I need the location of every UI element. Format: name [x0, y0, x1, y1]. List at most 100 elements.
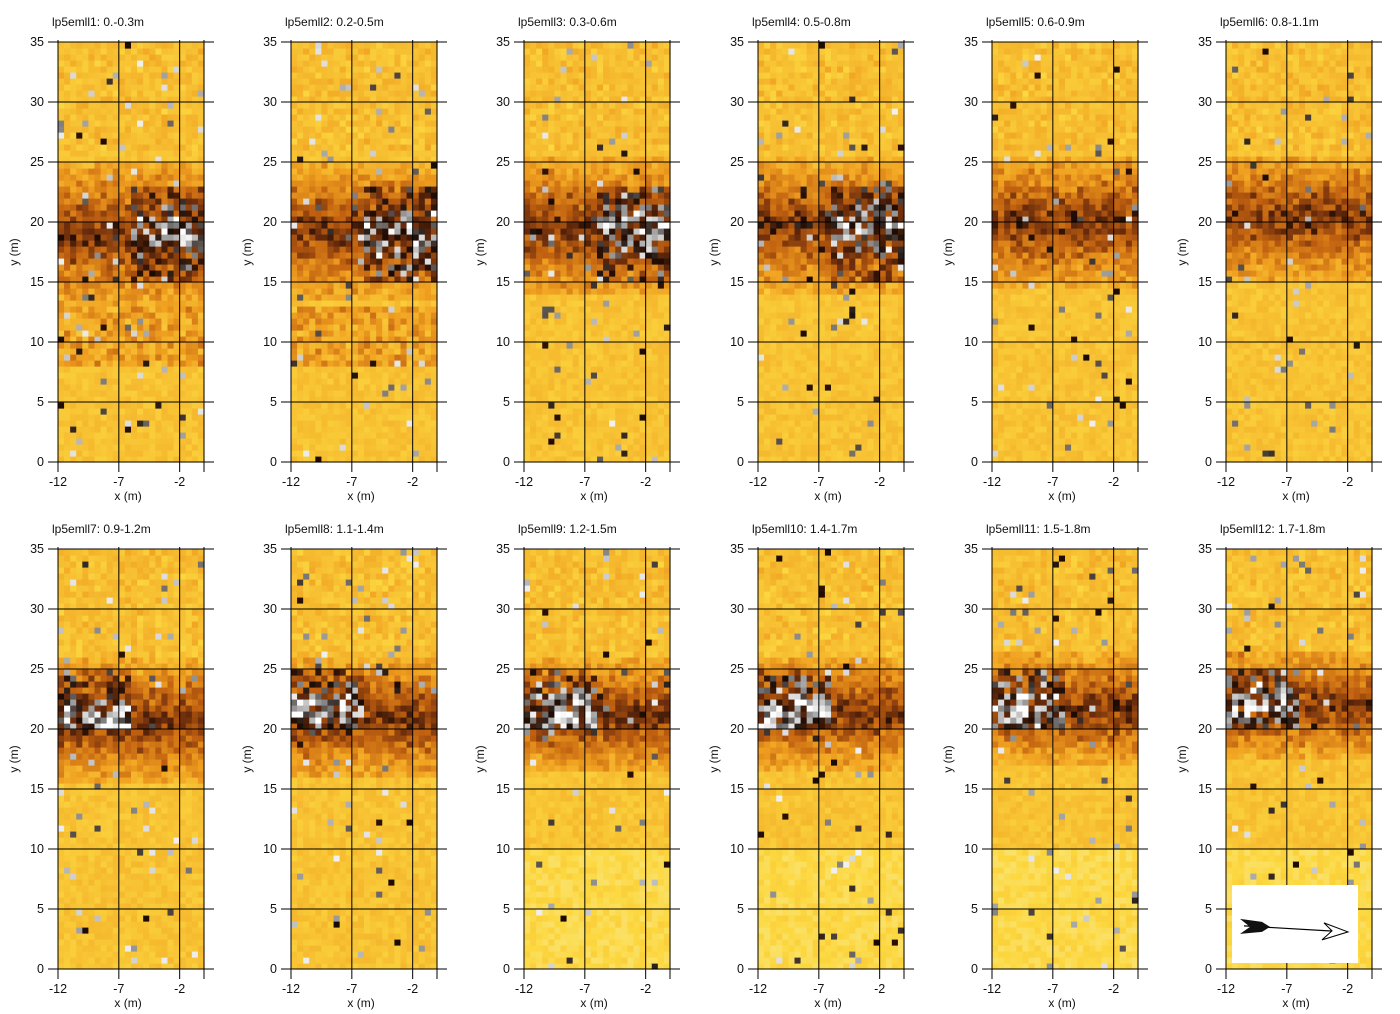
heatmap-cell [291, 114, 298, 121]
heatmap-cell [633, 210, 641, 217]
heatmap-cell [76, 144, 83, 151]
heatmap-cell [357, 234, 365, 241]
heatmap-cell [321, 294, 329, 301]
heatmap-cell [149, 144, 156, 151]
heatmap-cell [554, 252, 562, 259]
heatmap-cell [412, 408, 420, 415]
heatmap-cell [400, 90, 408, 97]
heatmap-cell [297, 204, 304, 211]
heatmap-cell [430, 216, 438, 223]
heatmap-cell [603, 348, 610, 355]
heatmap-cell [333, 450, 341, 457]
heatmap-cell [430, 384, 438, 391]
heatmap-cell [609, 360, 616, 367]
heatmap-cell [124, 384, 132, 391]
heatmap-cell [185, 216, 193, 223]
heatmap-cell [339, 120, 347, 127]
heatmap-cell [339, 282, 347, 289]
heatmap-cell [639, 444, 647, 451]
heatmap-cell [615, 354, 622, 361]
heatmap-cell [315, 348, 323, 355]
heatmap-cell [388, 240, 396, 247]
heatmap-cell [58, 450, 65, 457]
heatmap-cell [149, 42, 156, 49]
heatmap-cell [400, 156, 408, 163]
heatmap-cell [424, 90, 432, 97]
heatmap-cell [149, 288, 156, 295]
heatmap-cell [155, 198, 163, 205]
heatmap-cell [137, 444, 144, 451]
heatmap-cell [633, 138, 641, 145]
heatmap-cell [131, 174, 138, 181]
heatmap-cell [542, 252, 549, 259]
heatmap-cell [645, 456, 653, 463]
heatmap-cell [376, 162, 383, 169]
heatmap-cell [400, 54, 408, 61]
heatmap-cell [345, 114, 353, 121]
heatmap-cell [621, 246, 629, 253]
heatmap-cell [149, 450, 156, 457]
heatmap-cell [394, 96, 402, 103]
heatmap-cell [370, 174, 377, 181]
heatmap-cell [351, 378, 359, 385]
heatmap-cell [406, 324, 414, 331]
heatmap-cell [584, 294, 592, 301]
heatmap-cell [418, 42, 426, 49]
heatmap-cell [191, 318, 199, 325]
heatmap-cell [590, 186, 598, 193]
heatmap-cell [167, 138, 175, 145]
heatmap-cell [554, 120, 562, 127]
heatmap-cell [554, 96, 562, 103]
heatmap-cell [179, 348, 187, 355]
heatmap-cell [58, 192, 65, 199]
heatmap-cell [327, 84, 335, 91]
heatmap-cell [155, 180, 163, 187]
heatmap-cell [578, 246, 586, 253]
heatmap-cell [376, 270, 383, 277]
heatmap-cell [118, 228, 126, 235]
heatmap-cell [566, 222, 574, 229]
heatmap-cell [118, 192, 126, 199]
heatmap-cell [137, 132, 144, 139]
heatmap-cell [412, 276, 420, 283]
heatmap-cell [424, 180, 432, 187]
heatmap-cell [609, 252, 616, 259]
heatmap-cell [382, 42, 389, 49]
heatmap-cell [58, 126, 65, 133]
heatmap-cell [309, 390, 316, 397]
heatmap-cell [572, 114, 580, 121]
heatmap-cell [394, 222, 402, 229]
heatmap-cell [100, 174, 108, 181]
heatmap-cell [333, 396, 341, 403]
heatmap-cell [333, 186, 341, 193]
heatmap-cell [572, 366, 580, 373]
heatmap-cell [597, 288, 604, 295]
heatmap-cell [621, 132, 629, 139]
heatmap-cell [291, 42, 298, 49]
heatmap-cell [64, 378, 71, 385]
heatmap-cell [430, 42, 438, 49]
heatmap-cell [106, 120, 114, 127]
heatmap-cell [143, 162, 150, 169]
heatmap-cell [327, 102, 335, 109]
heatmap-cell [137, 276, 144, 283]
heatmap-cell [394, 66, 402, 73]
heatmap-cell [536, 78, 543, 85]
heatmap-cell [536, 186, 543, 193]
heatmap-cell [394, 120, 402, 127]
heatmap-cell [327, 318, 335, 325]
heatmap-cell [388, 96, 396, 103]
heatmap-cell [179, 132, 187, 139]
heatmap-cell [639, 282, 647, 289]
heatmap-cell [137, 78, 144, 85]
heatmap-cell [321, 222, 329, 229]
heatmap-cell [382, 108, 389, 115]
heatmap-cell [179, 366, 187, 373]
heatmap-cell [645, 414, 653, 421]
heatmap-cell [584, 312, 592, 319]
heatmap-cell [357, 270, 365, 277]
heatmap-cell [345, 204, 353, 211]
heatmap-cell [603, 318, 610, 325]
heatmap-cell [58, 72, 65, 79]
heatmap-cell [615, 150, 622, 157]
